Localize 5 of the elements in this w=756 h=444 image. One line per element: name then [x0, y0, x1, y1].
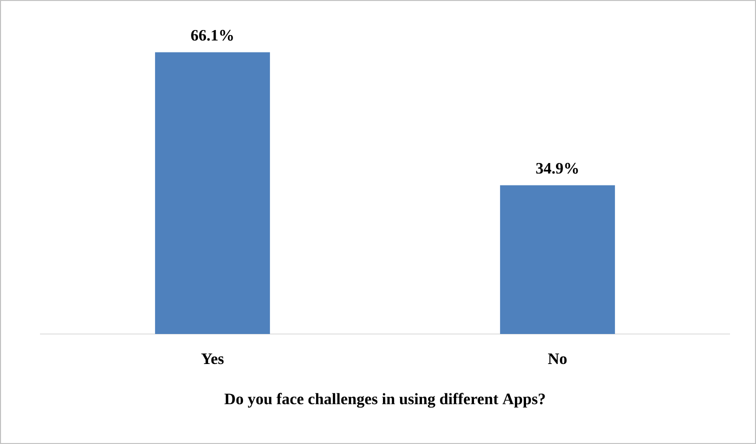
x-axis-title: Do you face challenges in using different Apps?: [224, 392, 545, 408]
data-label: 66.1%: [191, 30, 233, 41]
x-tick-label: No: [548, 354, 567, 364]
data-label: 34.9%: [536, 162, 578, 174]
x-tick-label: Yes: [201, 354, 224, 364]
